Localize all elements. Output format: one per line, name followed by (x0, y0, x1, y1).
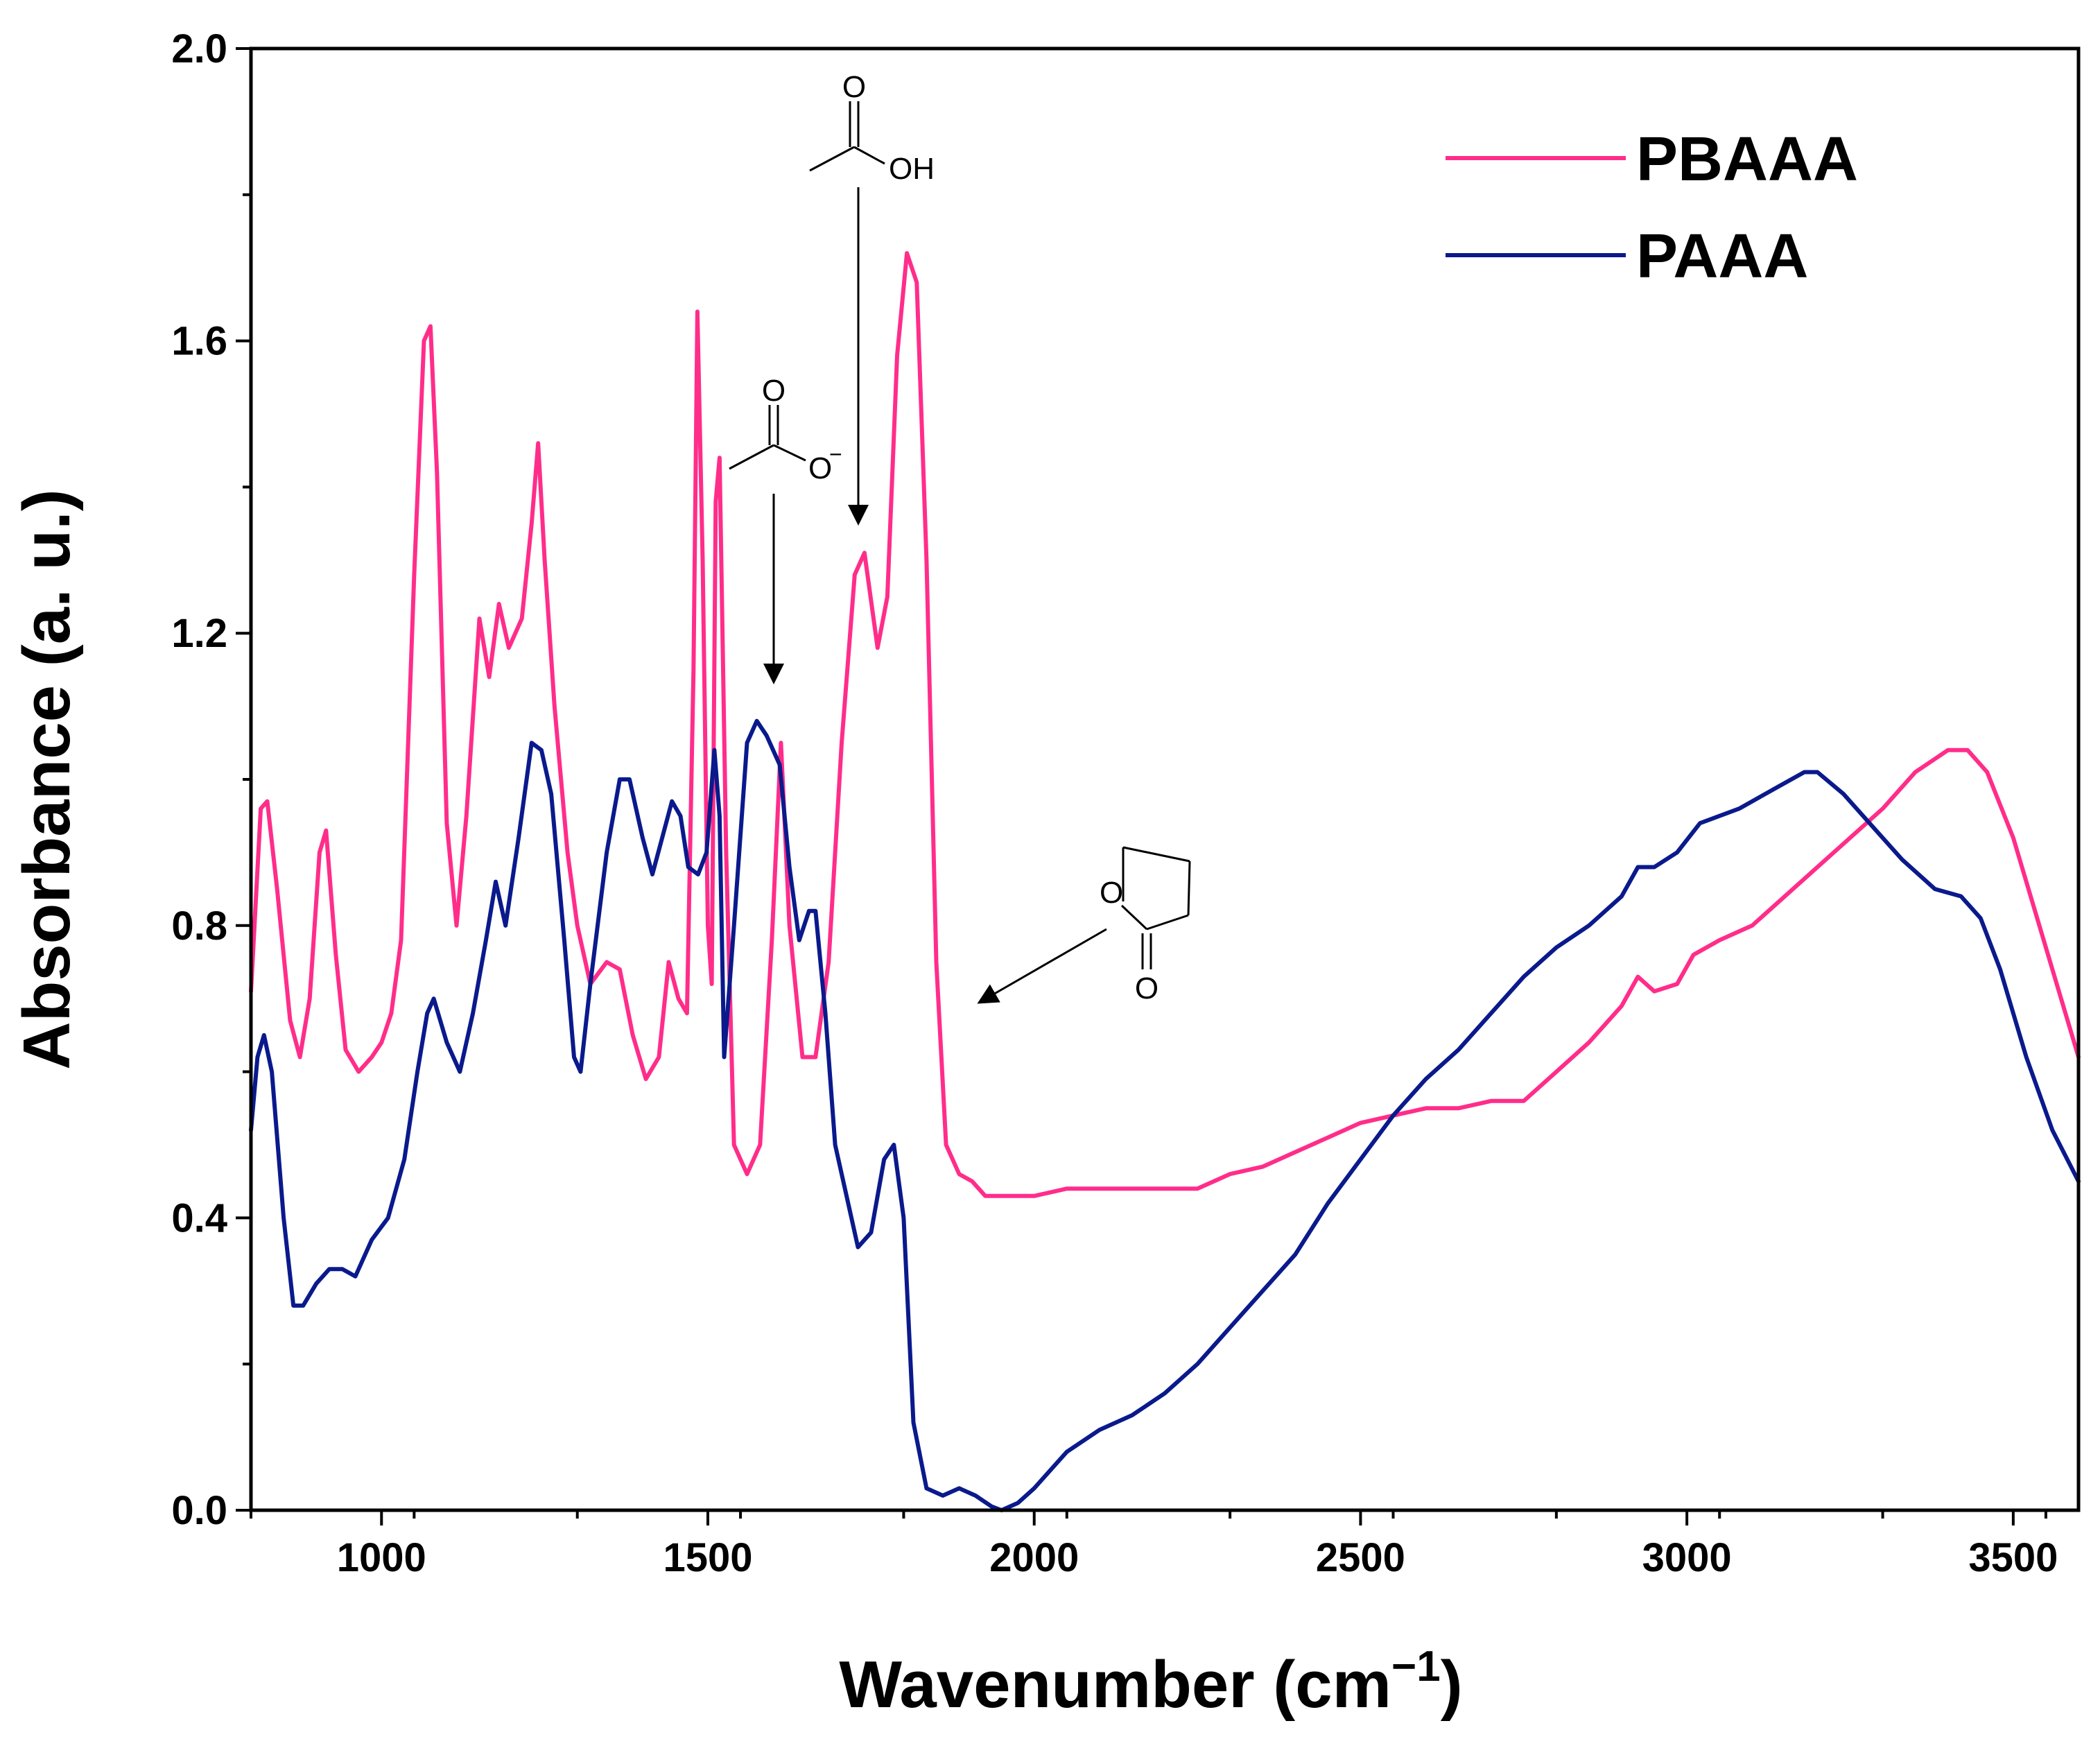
lactone-ring-bond-1 (1122, 846, 1190, 863)
y-tick-label: 1.6 (171, 319, 227, 364)
x-axis: 1000 1500 2000 2500 3000 3500 (250, 1510, 2058, 1580)
carboxylate-backbone-bond (729, 444, 774, 470)
acid-carbonyl-oxygen: O (842, 70, 866, 104)
lactone-ring-oxygen: O (1100, 876, 1123, 910)
carboxylate-structure (729, 405, 806, 684)
y-axis-title: Absorbance (a. u.) (10, 489, 84, 1069)
acid-backbone-bond (809, 146, 855, 172)
legend: PBAAA PAAA (1446, 125, 1858, 291)
legend-label-paaa: PAAA (1636, 222, 1808, 291)
y-tick-label: 1.2 (171, 611, 227, 656)
y-tick-label: 0.0 (171, 1488, 227, 1533)
x-tick-label: 1500 (663, 1535, 752, 1580)
carboxylate-top-oxygen: O (762, 374, 786, 408)
series-layer (249, 251, 2081, 1512)
x-tick-label: 2000 (989, 1535, 1079, 1580)
x-axis-title: Wavenumber (cm−1) (839, 1643, 1462, 1722)
y-tick-label: 2.0 (171, 26, 227, 71)
x-tick-label: 1000 (337, 1535, 426, 1580)
series-line-pbaaa (249, 251, 2081, 1198)
x-tick-label: 2500 (1316, 1535, 1405, 1580)
acid-oh-bond (853, 146, 885, 165)
lactone-ring-bond-2 (1187, 861, 1191, 916)
lactone-arrow (977, 928, 1107, 1004)
lactone-ring-bond-4 (1120, 904, 1148, 931)
y-axis: 0.0 0.4 0.8 1.2 1.6 2.0 (171, 26, 251, 1533)
y-tick-label: 0.4 (171, 1195, 227, 1240)
carboxylic-acid-structure (809, 101, 885, 526)
carboxylate-bottom-oxygen: O (808, 451, 832, 485)
lactone-carbonyl-oxygen: O (1135, 971, 1159, 1005)
carboxylate-charge: − (829, 442, 842, 467)
series-line-paaa (249, 718, 2081, 1512)
lactone-structure (977, 846, 1191, 1004)
lactone-ring-bond-3 (1146, 914, 1189, 931)
acid-hydroxyl-label: OH (889, 152, 935, 186)
x-tick-label: 3000 (1642, 1535, 1732, 1580)
y-tick-label: 0.8 (171, 904, 227, 949)
carboxylate-o-bond (773, 444, 806, 462)
x-tick-label: 3500 (1968, 1535, 2058, 1580)
legend-label-pbaaa: PBAAA (1636, 125, 1858, 194)
